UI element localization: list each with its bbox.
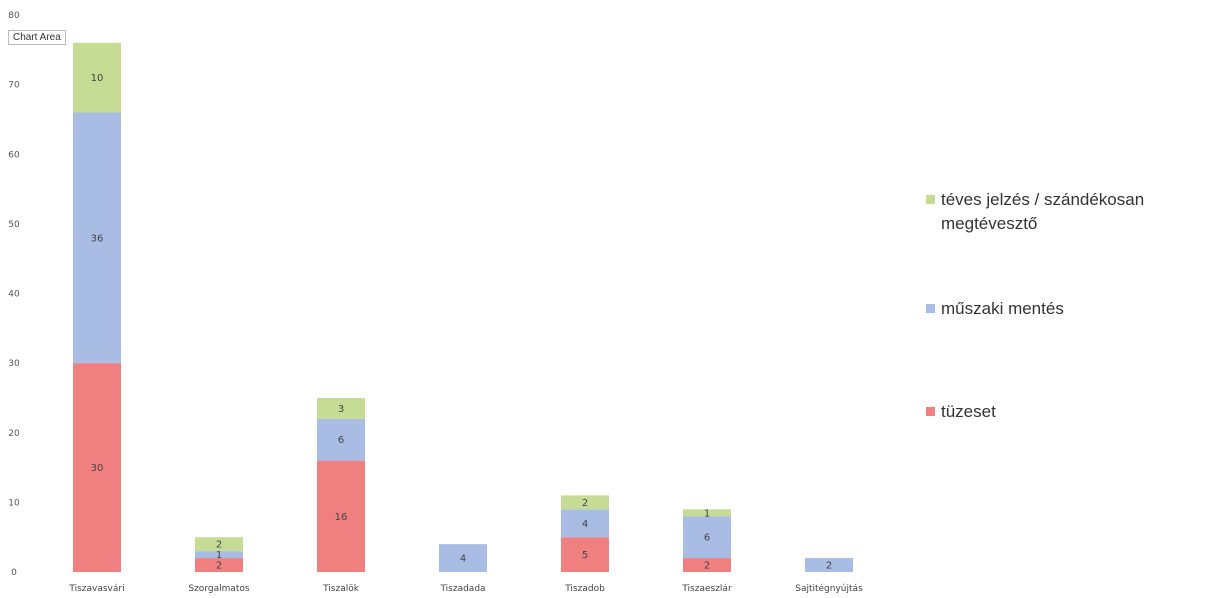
- legend-label: téves jelzés / szándékosan megtévesztő: [941, 190, 1145, 233]
- legend-label: műszaki mentés: [941, 299, 1064, 318]
- data-label: 3: [338, 404, 344, 415]
- x-tick-label: Tiszadada: [439, 584, 485, 594]
- legend-swatch-blue: [926, 304, 935, 313]
- bar-segment[interactable]: [73, 363, 121, 572]
- data-label: 2: [704, 561, 710, 572]
- x-tick-label: Tiszadob: [564, 584, 605, 594]
- bar-segment[interactable]: [683, 516, 731, 559]
- bar-segment[interactable]: [561, 537, 609, 572]
- data-label: 16: [335, 512, 348, 523]
- legend-label: tüzeset: [941, 402, 996, 421]
- data-label: 6: [704, 533, 710, 544]
- legend-swatch-red: [926, 407, 935, 416]
- bar-segment[interactable]: [73, 112, 121, 364]
- data-label: 36: [91, 233, 104, 244]
- legend-item-tuzeset[interactable]: tüzeset: [926, 400, 996, 424]
- y-tick-label: 20: [8, 429, 20, 439]
- y-tick-label: 80: [8, 11, 20, 21]
- bar-segment[interactable]: [195, 558, 243, 572]
- data-label: 4: [460, 554, 466, 565]
- legend-swatch-green: [926, 195, 935, 204]
- bar-segment[interactable]: [561, 495, 609, 510]
- data-label: 4: [582, 519, 588, 530]
- chart-area-tooltip: Chart Area: [8, 30, 66, 45]
- bar-segment[interactable]: [195, 551, 243, 559]
- y-tick-label: 0: [11, 568, 17, 578]
- bar-segment[interactable]: [683, 509, 731, 517]
- x-tick-label: Tiszalök: [322, 584, 360, 594]
- bar-segment[interactable]: [317, 460, 365, 572]
- data-label: 2: [216, 540, 222, 551]
- x-tick-label: Tiszaeszlár: [681, 584, 732, 594]
- y-tick-label: 40: [8, 290, 20, 300]
- y-tick-label: 60: [8, 150, 20, 160]
- data-label: 10: [91, 73, 104, 84]
- y-tick-label: 10: [8, 498, 20, 508]
- y-tick-label: 70: [8, 81, 20, 91]
- data-label: 2: [216, 561, 222, 572]
- bar-segment[interactable]: [561, 509, 609, 538]
- legend-item-teves-jelzes[interactable]: téves jelzés / szándékosan megtévesztő: [926, 188, 1206, 236]
- y-tick-label: 50: [8, 220, 20, 230]
- bar-segment[interactable]: [73, 42, 121, 113]
- data-label: 1: [216, 550, 222, 561]
- bar-segment[interactable]: [317, 397, 365, 419]
- legend-item-muszaki-mentes[interactable]: műszaki mentés: [926, 297, 1064, 321]
- bar-segment[interactable]: [195, 537, 243, 552]
- data-label: 1: [704, 508, 710, 519]
- data-label: 5: [582, 550, 588, 561]
- bar-segment[interactable]: [805, 558, 853, 572]
- bar-segment[interactable]: [317, 418, 365, 461]
- data-label: 2: [826, 561, 832, 572]
- x-tick-label: Sajtitégnyújtás: [795, 583, 863, 594]
- data-label: 6: [338, 435, 344, 446]
- data-label: 2: [582, 498, 588, 509]
- data-label: 30: [91, 463, 104, 474]
- x-tick-label: Tiszavasvári: [68, 584, 124, 594]
- y-tick-label: 30: [8, 359, 20, 369]
- bar-segment[interactable]: [439, 544, 487, 572]
- bar-segment[interactable]: [683, 558, 731, 572]
- x-tick-label: Szorgalmatos: [188, 584, 250, 594]
